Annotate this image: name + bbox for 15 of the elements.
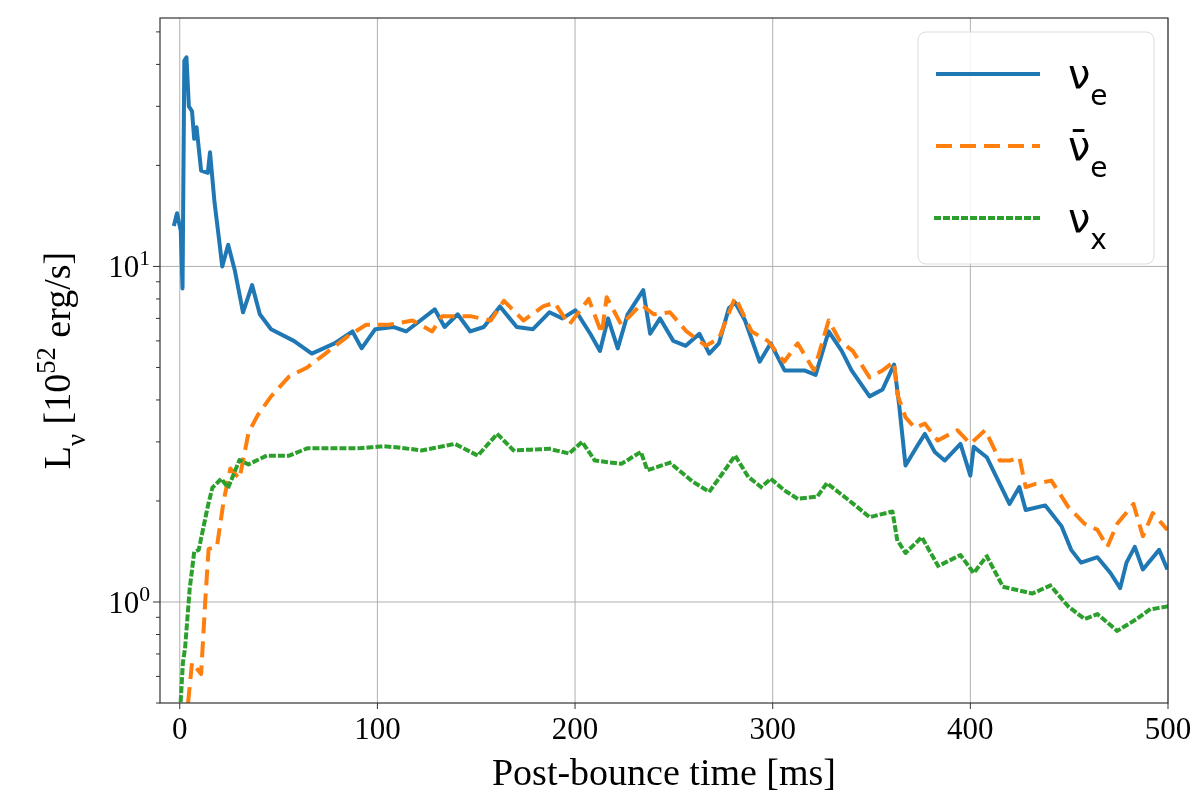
line-series (171, 55, 1168, 591)
x-tick-label: 500 (1144, 711, 1192, 746)
x-tick-label: 300 (749, 711, 796, 746)
y-tick-label: 10$^{0}$ (108, 581, 151, 620)
x-tick-label: 0 (172, 711, 188, 746)
x-tick-label: 200 (551, 711, 599, 746)
y-tick-label: 10$^{1}$ (108, 246, 150, 285)
legend-label: ν$_{e}$ (1068, 51, 1108, 112)
x-tick-label: 100 (354, 711, 401, 746)
x-tick-label: 400 (947, 711, 994, 746)
line-series (178, 431, 1168, 703)
x-axis-title: Post-bounce time [ms] (491, 751, 837, 793)
legend-label: ν̄$_{e}$ (1068, 123, 1108, 184)
legend-label: ν$_{x}$ (1068, 195, 1107, 256)
line-series (186, 295, 1168, 703)
